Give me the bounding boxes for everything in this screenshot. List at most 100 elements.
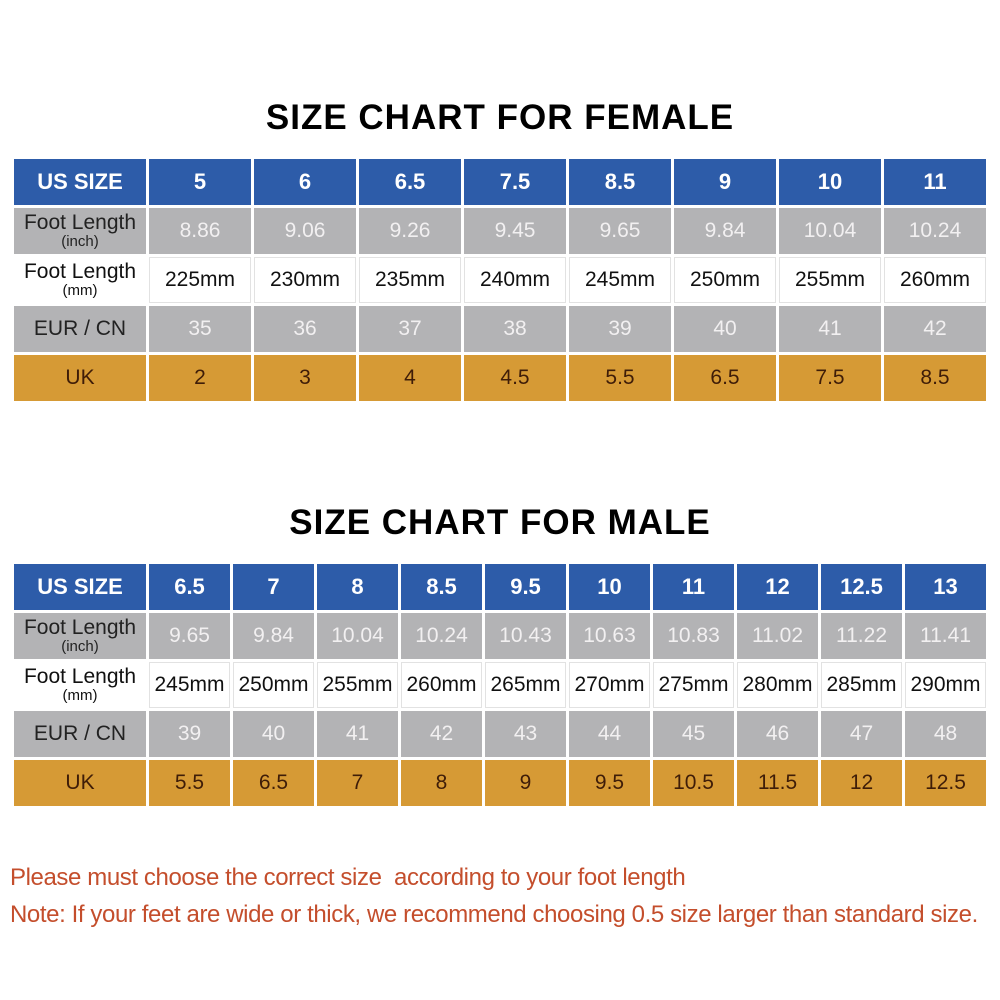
- foot-length-inch-cell: 9.26: [359, 208, 461, 254]
- us-size-row-label: US SIZE: [14, 564, 146, 610]
- male-uk-row: UK 5.5 6.5 7 8 9 9.5 10.5 11.5 12 12.5: [14, 760, 986, 806]
- eur-cn-cell: 37: [359, 306, 461, 352]
- us-size-cell: 12.5: [821, 564, 902, 610]
- foot-length-mm-cell: 245mm: [569, 257, 671, 303]
- eur-cn-cell: 40: [674, 306, 776, 352]
- eur-cn-cell: 42: [884, 306, 986, 352]
- foot-length-mm-row-label: Foot Length (mm): [14, 257, 146, 303]
- row-label-text: Foot Length: [23, 616, 137, 640]
- us-size-cell: 6: [254, 159, 356, 205]
- us-size-cell: 11: [884, 159, 986, 205]
- female-size-table: US SIZE 5 6 6.5 7.5 8.5 9 10 11 Foot Len…: [14, 159, 986, 401]
- foot-length-mm-cell: 255mm: [317, 662, 398, 708]
- foot-length-inch-cell: 9.65: [149, 613, 230, 659]
- uk-cell: 8: [401, 760, 482, 806]
- uk-cell: 12.5: [905, 760, 986, 806]
- foot-length-inch-row-label: Foot Length (inch): [14, 208, 146, 254]
- female-eur-cn-row: EUR / CN 35 36 37 38 39 40 41 42: [14, 306, 986, 352]
- us-size-cell: 9: [674, 159, 776, 205]
- us-size-cell: 13: [905, 564, 986, 610]
- foot-length-mm-row-label: Foot Length (mm): [14, 662, 146, 708]
- eur-cn-cell: 48: [905, 711, 986, 757]
- us-size-row-label: US SIZE: [14, 159, 146, 205]
- female-us-size-row: US SIZE 5 6 6.5 7.5 8.5 9 10 11: [14, 159, 986, 205]
- us-size-cell: 8.5: [401, 564, 482, 610]
- eur-cn-cell: 46: [737, 711, 818, 757]
- note-wide-feet-recommendation: Note: If your feet are wide or thick, we…: [10, 901, 978, 929]
- female-chart-title: SIZE CHART FOR FEMALE: [265, 98, 735, 137]
- male-eur-cn-row: EUR / CN 39 40 41 42 43 44 45 46 47 48: [14, 711, 986, 757]
- uk-cell: 7: [317, 760, 398, 806]
- foot-length-mm-cell: 230mm: [254, 257, 356, 303]
- foot-length-inch-cell: 8.86: [149, 208, 251, 254]
- row-label-unit: (inch): [61, 233, 99, 251]
- note-choose-correct-size: Please must choose the correct size acco…: [10, 864, 686, 891]
- us-size-cell: 6.5: [359, 159, 461, 205]
- foot-length-mm-cell: 240mm: [464, 257, 566, 303]
- us-size-cell: 12: [737, 564, 818, 610]
- foot-length-mm-cell: 225mm: [149, 257, 251, 303]
- uk-cell: 10.5: [653, 760, 734, 806]
- footnotes: Please must choose the correct size acco…: [10, 859, 1000, 933]
- eur-cn-cell: 36: [254, 306, 356, 352]
- row-label-text: Foot Length: [23, 260, 137, 284]
- uk-row-label: UK: [14, 355, 146, 401]
- foot-length-mm-cell: 265mm: [485, 662, 566, 708]
- foot-length-inch-cell: 9.84: [233, 613, 314, 659]
- foot-length-mm-cell: 280mm: [737, 662, 818, 708]
- male-size-table: US SIZE 6.5 7 8 8.5 9.5 10 11 12 12.5 13…: [14, 564, 986, 806]
- foot-length-inch-row-label: Foot Length (inch): [14, 613, 146, 659]
- us-size-cell: 10: [779, 159, 881, 205]
- foot-length-mm-cell: 245mm: [149, 662, 230, 708]
- us-size-cell: 8: [317, 564, 398, 610]
- uk-cell: 3: [254, 355, 356, 401]
- foot-length-inch-cell: 9.84: [674, 208, 776, 254]
- us-size-cell: 6.5: [149, 564, 230, 610]
- eur-cn-row-label: EUR / CN: [14, 306, 146, 352]
- foot-length-inch-cell: 10.83: [653, 613, 734, 659]
- uk-cell: 4.5: [464, 355, 566, 401]
- uk-cell: 6.5: [233, 760, 314, 806]
- female-foot-length-inch-row: Foot Length (inch) 8.86 9.06 9.26 9.45 9…: [14, 208, 986, 254]
- us-size-cell: 11: [653, 564, 734, 610]
- eur-cn-row-label: EUR / CN: [14, 711, 146, 757]
- foot-length-mm-cell: 235mm: [359, 257, 461, 303]
- us-size-cell: 9.5: [485, 564, 566, 610]
- foot-length-mm-cell: 250mm: [233, 662, 314, 708]
- uk-cell: 5.5: [569, 355, 671, 401]
- row-label-unit: (inch): [61, 638, 99, 656]
- row-label-text: Foot Length: [23, 211, 137, 235]
- foot-length-mm-cell: 290mm: [905, 662, 986, 708]
- foot-length-inch-cell: 9.06: [254, 208, 356, 254]
- foot-length-mm-cell: 275mm: [653, 662, 734, 708]
- foot-length-mm-cell: 250mm: [674, 257, 776, 303]
- us-size-cell: 7: [233, 564, 314, 610]
- row-label-unit: (mm): [62, 282, 98, 300]
- foot-length-inch-cell: 10.63: [569, 613, 650, 659]
- eur-cn-cell: 41: [317, 711, 398, 757]
- eur-cn-cell: 42: [401, 711, 482, 757]
- eur-cn-cell: 43: [485, 711, 566, 757]
- foot-length-inch-cell: 10.24: [884, 208, 986, 254]
- eur-cn-cell: 45: [653, 711, 734, 757]
- foot-length-inch-cell: 10.43: [485, 613, 566, 659]
- uk-cell: 12: [821, 760, 902, 806]
- us-size-cell: 8.5: [569, 159, 671, 205]
- foot-length-mm-cell: 270mm: [569, 662, 650, 708]
- foot-length-inch-cell: 10.24: [401, 613, 482, 659]
- uk-cell: 5.5: [149, 760, 230, 806]
- female-foot-length-mm-row: Foot Length (mm) 225mm 230mm 235mm 240mm…: [14, 257, 986, 303]
- male-foot-length-inch-row: Foot Length (inch) 9.65 9.84 10.04 10.24…: [14, 613, 986, 659]
- eur-cn-cell: 35: [149, 306, 251, 352]
- row-label-text: Foot Length: [23, 665, 137, 689]
- uk-cell: 9: [485, 760, 566, 806]
- foot-length-inch-cell: 11.02: [737, 613, 818, 659]
- us-size-cell: 7.5: [464, 159, 566, 205]
- uk-cell: 9.5: [569, 760, 650, 806]
- eur-cn-cell: 39: [569, 306, 671, 352]
- uk-cell: 7.5: [779, 355, 881, 401]
- uk-cell: 11.5: [737, 760, 818, 806]
- uk-cell: 2: [149, 355, 251, 401]
- foot-length-inch-cell: 11.41: [905, 613, 986, 659]
- foot-length-mm-cell: 255mm: [779, 257, 881, 303]
